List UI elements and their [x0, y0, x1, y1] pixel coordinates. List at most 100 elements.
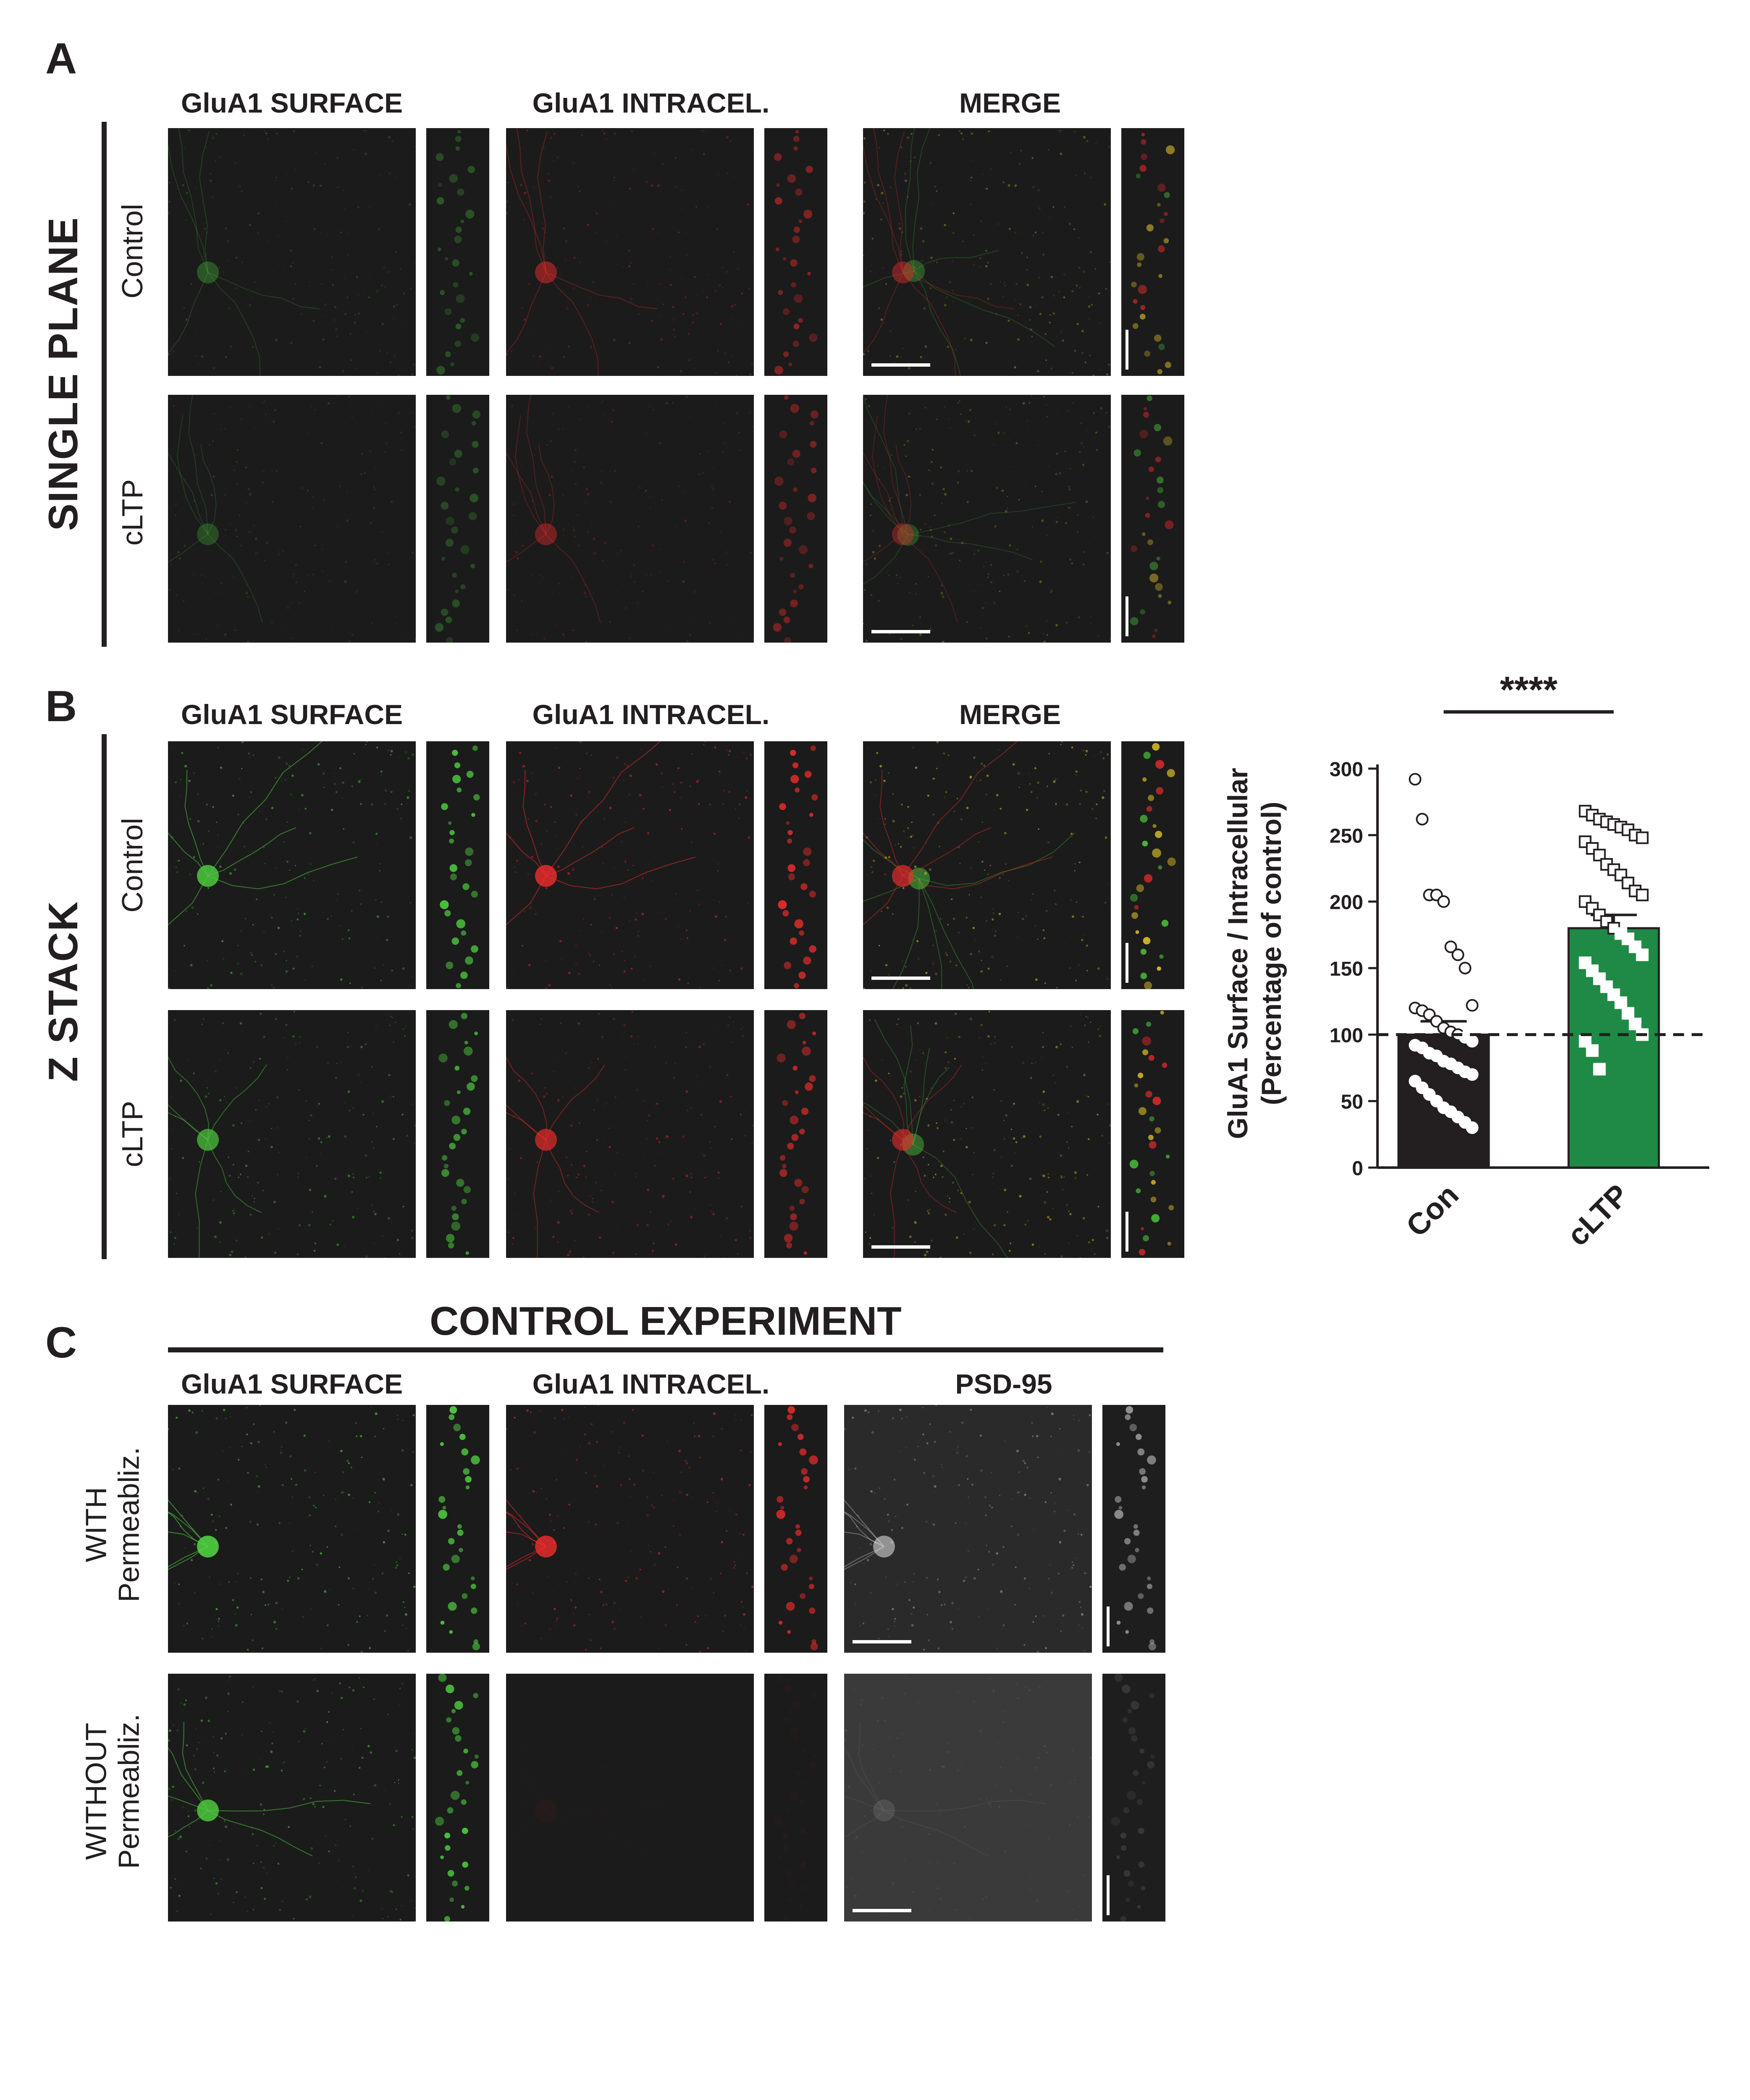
inset-image [435, 1674, 479, 1922]
micrograph-image [168, 1011, 416, 1258]
y-tick-label: 0 [1352, 1158, 1363, 1180]
inset-z-stack-control-intracellular [764, 741, 827, 989]
micrograph-without-permeabilization-psd95 [844, 1674, 1092, 1922]
scale-bar [871, 363, 930, 367]
point-con [1444, 940, 1457, 953]
inset-single-plane-cltp-intracellular [764, 395, 827, 643]
micrograph-single-plane-cltp-intracellular [506, 395, 754, 643]
y-tick-label: 100 [1330, 1024, 1363, 1047]
x-label-con: Con [1400, 1178, 1465, 1244]
row-label-without-line1: WITHOUT [79, 1722, 113, 1860]
row-label-cltp-b: cLTP [115, 1100, 149, 1168]
y-axis: 0 50 100 150 200 250 300 [1330, 759, 1709, 1180]
inset-single-plane-control-intracellular [764, 128, 827, 376]
point-con [1466, 1121, 1479, 1134]
micrograph-z-stack-control-intracellular [506, 741, 754, 989]
inset-single-plane-cltp-merge [1121, 395, 1184, 643]
inset-with-permeabilization-psd95 [1102, 1405, 1165, 1653]
micrograph-image [168, 395, 416, 643]
x-label-cltp: cLTP [1561, 1178, 1635, 1252]
inset-image [438, 1406, 480, 1651]
row-label-without-permeabilization: WITHOUT Permeabliz. [80, 1714, 146, 1869]
inset-z-stack-cltp-surface [426, 1010, 489, 1258]
point-cltp [1579, 956, 1592, 969]
section-label-single-plane: SINGLE PLANE [40, 216, 86, 531]
point-cltp [1636, 948, 1649, 961]
scale-bar [853, 1909, 911, 1912]
inset-without-permeabilization-surface [426, 1674, 489, 1922]
point-cltp [1636, 831, 1649, 844]
inset-image [1130, 743, 1176, 989]
row-label-without-line2: Permeabliz. [113, 1714, 145, 1869]
point-con [1451, 948, 1464, 961]
y-axis-label-line2: (Percentage of control) [1256, 802, 1287, 1105]
panel-letter-b: B [45, 682, 77, 731]
y-axis-label: GluA1 Surface / Intracellular (Percentag… [1222, 768, 1287, 1139]
inset-z-stack-control-surface [426, 741, 489, 989]
significance: **** [1443, 672, 1614, 714]
inset-image [1114, 1406, 1156, 1651]
bars [1397, 914, 1660, 1169]
row-label-cltp-a: cLTP [115, 479, 149, 546]
inset-single-plane-control-merge [1121, 128, 1184, 376]
section-label-z-stack: Z STACK [40, 900, 86, 1082]
point-con [1437, 895, 1450, 908]
control-experiment-rule [168, 1347, 1163, 1352]
bar-con [1397, 1033, 1490, 1169]
inset-image [440, 745, 480, 989]
col-header-surface-c: GluA1 SURFACE [181, 1368, 403, 1399]
col-header-intracellular-a: GluA1 INTRACEL. [532, 87, 770, 118]
micrograph-z-stack-cltp-intracellular [506, 1010, 754, 1258]
inset-scale-bar [1126, 943, 1128, 983]
micrograph-without-permeabilization-intracellular [506, 1674, 754, 1922]
scale-bar [871, 1245, 930, 1249]
point-con [1466, 1068, 1479, 1081]
col-header-merge-a: MERGE [959, 87, 1061, 118]
micrograph-single-plane-cltp-merge [863, 395, 1111, 643]
micrograph-z-stack-cltp-surface [168, 1010, 416, 1258]
inset-image [1129, 1011, 1174, 1256]
micrograph-image [844, 1405, 1092, 1653]
scale-bar [871, 630, 930, 633]
section-bar-b [102, 734, 107, 1259]
micrograph-image [506, 128, 754, 376]
point-cltp [1621, 1007, 1635, 1020]
inset-image [1130, 395, 1174, 638]
inset-with-permeabilization-surface [426, 1405, 489, 1653]
micrograph-image [863, 395, 1111, 643]
micrograph-single-plane-cltp-surface [168, 395, 416, 643]
inset-image [438, 1013, 478, 1255]
col-header-intracellular-c: GluA1 INTRACEL. [532, 1368, 770, 1399]
micrograph-z-stack-control-merge [863, 741, 1111, 989]
inset-scale-bar [1107, 1875, 1110, 1915]
inset-image [777, 1013, 816, 1255]
point-cltp [1614, 996, 1627, 1009]
micrograph-z-stack-cltp-merge [863, 1010, 1111, 1258]
micrograph-image [168, 128, 416, 376]
micrograph-with-permeabilization-intracellular [506, 1405, 754, 1653]
row-label-with-line1: WITH [79, 1487, 113, 1562]
row-label-control-b: Control [115, 818, 149, 913]
micrograph-image [506, 1405, 754, 1653]
micrograph-image [506, 395, 754, 643]
micrograph-image [168, 741, 414, 989]
col-header-intracellular-b: GluA1 INTRACEL. [532, 699, 770, 730]
inset-image [778, 745, 818, 989]
col-header-surface-b: GluA1 SURFACE [181, 699, 403, 730]
micrograph-image [844, 1675, 1092, 1922]
y-tick-label: 300 [1330, 759, 1363, 781]
micrograph-with-permeabilization-psd95 [844, 1405, 1092, 1653]
micrograph-image [168, 1405, 416, 1653]
surface-intracellular-ratio-chart: GluA1 Surface / Intracellular (Percentag… [1222, 672, 1709, 1252]
point-cltp [1579, 895, 1592, 908]
micrograph-image [863, 128, 1111, 376]
inset-image [773, 395, 819, 643]
micrograph-with-permeabilization-surface [168, 1405, 416, 1653]
point-cltp [1621, 877, 1635, 890]
point-cltp [1636, 888, 1649, 901]
micrograph-image [863, 1011, 1111, 1258]
inset-image [435, 395, 481, 643]
scale-bar [871, 976, 930, 980]
row-label-with-line2: Permeabliz. [113, 1447, 145, 1602]
inset-without-permeabilization-intracellular [764, 1674, 827, 1922]
